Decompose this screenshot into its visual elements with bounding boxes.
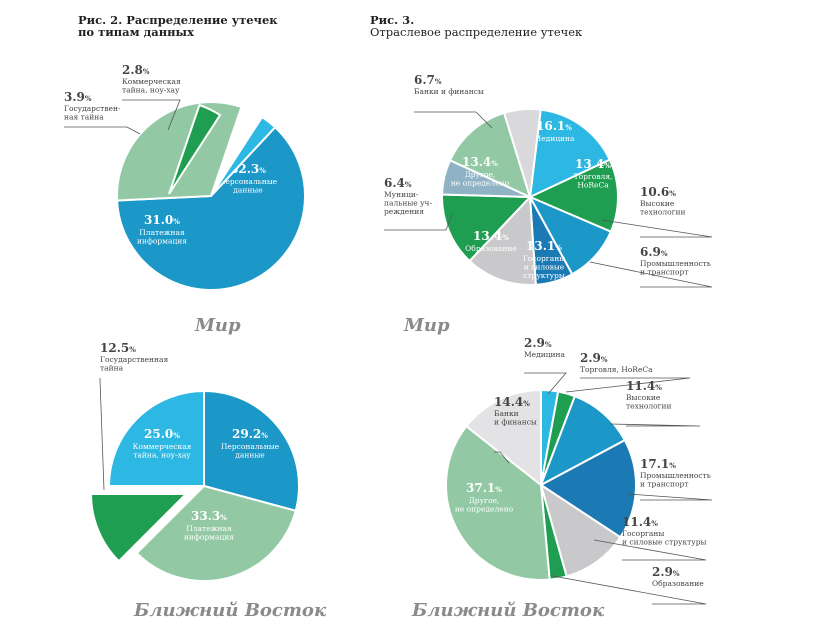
fig2_me-label-коммерческая-тайна-ноу-хау: Коммерческая тайна, ноу-хау	[133, 442, 192, 460]
fig3_me-slice-промышленность-и-транспорт	[539, 438, 638, 539]
fig3_world-slice-госорганы-и-силовые-структуры	[468, 194, 537, 286]
fig3_me-pct-госорганы-и-силовые-структуры: 11.4%	[622, 515, 658, 529]
fig3_me-pct-медицина: 2.9%	[524, 336, 552, 350]
fig2_world-slice-персональные-данные	[116, 125, 306, 291]
fig3_world-leader-промышленность-и-транспорт	[589, 261, 713, 288]
fig3_me-pct-высокие-технологии: 11.4%	[626, 379, 662, 393]
fig3_me-label-высокие-технологии: Высокие технологии	[626, 393, 672, 411]
fig2_me-slice-персональные-данные	[203, 389, 300, 513]
fig3_me-pct-банки-и-финансы: 14.4%	[494, 395, 530, 409]
fig3_me-slice-высокие-технологии	[539, 394, 627, 488]
fig2-title-line2: по типам данных	[78, 25, 194, 39]
fig2_me-label-государственная-тайна: Государственная тайна	[100, 355, 168, 373]
fig3_me-chart: 2.9%Медицина 2.9%Торговля, HoReCa11.4%Выс…	[445, 336, 713, 605]
fig3_me-label-госорганы-и-силовые-структуры: Госорганы и силовые структуры	[622, 529, 706, 547]
region-label-world-left: Мир	[195, 315, 241, 336]
fig2_world-label-платежная-информация: Платежная информация	[137, 228, 187, 246]
fig3_me-slice-банки-и-финансы	[464, 388, 542, 488]
fig2_world-pct-платежная-информация: 31.0%	[144, 213, 180, 227]
fig2_world-label-персональные-данные: Персональные данные	[219, 177, 278, 195]
fig3_world-leader-муниципальные-учреждения	[384, 213, 453, 231]
fig3_me-slice-другое-не-определено	[445, 424, 551, 581]
fig2_world-pct-государственная-тайна: 3.9%	[64, 90, 92, 104]
fig2_world-leader-государственная-тайна	[64, 126, 141, 135]
fig2_me-chart: 29.2%Персональные данные 33.3%Платежная инф…	[89, 341, 300, 582]
fig2-title: Рис. 2. Распределение утечек по типам да…	[78, 14, 278, 38]
fig3_world-pct-банки-и-финансы: 6.7%	[414, 73, 442, 87]
fig2_world-label-коммерческая-тайна-ноу-хау: Коммерческая тайна, ноу-хау	[122, 77, 181, 95]
fig2_me-slice-коммерческая-тайна-ноу-хау	[107, 389, 205, 487]
fig3_world-label-госорганы-и-силовые-структуры: Госорганы и силовые структуры	[523, 254, 565, 280]
fig3_me-leader-торговля-horeca	[565, 377, 691, 393]
fig3_world-slice-образование	[441, 193, 533, 263]
fig3_world-slice-банки-и-финансы	[502, 108, 542, 198]
fig2-title-line1: Рис. 2. Распределение утечек	[78, 13, 278, 27]
fig3_me-label-промышленность-и-транспорт: Промышленность и транспорт	[640, 471, 711, 489]
fig2_world-label-государственная-тайна: Государствен-ная тайна	[64, 104, 121, 122]
fig3_me-leader-промышленность-и-транспорт	[627, 493, 713, 501]
fig3_me-pct-образование: 2.9%	[652, 565, 680, 579]
fig3_world-label-торговля-horeca: Торговля, HoReCa	[574, 172, 613, 190]
fig3_me-label-медицина: Медицина	[524, 350, 566, 359]
fig3_me-label-образование: Образование	[652, 579, 704, 588]
fig3-title-line2: Отраслевое распределение утечек	[370, 25, 583, 39]
fig3_world-pct-медицина: 16.1%	[536, 119, 572, 133]
fig3_world-label-банки-и-финансы: Банки и финансы	[414, 87, 484, 96]
fig3_world-label-промышленность-и-транспорт: Промышленность и транспорт	[640, 259, 711, 277]
fig3_world-label-медицина: Медицина	[533, 134, 575, 143]
fig3_world-label-образование: Образование	[465, 244, 517, 253]
fig3_me-leader-банки-и-финансы	[494, 451, 510, 464]
fig3_me-label-торговля-horeca: Торговля, HoReCa	[580, 365, 653, 374]
fig3_world-pct-высокие-технологии: 10.6%	[640, 185, 676, 199]
fig3-title: Рис. 3. Отраслевое распределение утечек	[370, 14, 582, 38]
fig2_me-slice-платежная-информация	[135, 484, 297, 582]
fig2_me-pct-персональные-данные: 29.2%	[232, 427, 268, 441]
fig3_world-pct-образование: 13.4%	[473, 229, 509, 243]
fig2_me-pct-платежная-информация: 33.3%	[191, 509, 227, 523]
fig3_me-pct-другое-не-определено: 37.1%	[466, 481, 502, 495]
fig3_world-leader-банки-и-финансы	[414, 111, 493, 129]
fig2_me-leader-государственная-тайна	[99, 378, 105, 491]
fig3_me-leader-медицина	[524, 372, 567, 395]
fig2_world-slice-коммерческая-тайна-ноу-хау	[210, 115, 277, 197]
fig2_me-slice-государственная-тайна	[89, 493, 189, 563]
region-label-me-left: Ближний Восток	[134, 600, 327, 621]
fig3_me-leader-образование	[541, 573, 707, 605]
fig3_me-pct-промышленность-и-транспорт: 17.1%	[640, 457, 676, 471]
fig3_me-leader-высокие-технологии	[609, 423, 701, 427]
fig2_world-leader-коммерческая-тайна-ноу-хау	[122, 99, 181, 131]
fig3_world-leader-высокие-технологии	[601, 219, 713, 238]
region-label-world-right: Мир	[404, 315, 450, 336]
fig3_me-label-банки-и-финансы: Банки и финансы	[494, 409, 537, 427]
fig3_world-pct-госорганы-и-силовые-структуры: 13.1%	[526, 239, 562, 253]
fig3-title-line1: Рис. 3.	[370, 13, 415, 27]
fig3_me-label-другое-не-определено: Другое, не определено	[455, 496, 514, 514]
fig3_world-label-другое-не-определено: Другое, не определено	[451, 170, 510, 188]
fig3_world-label-высокие-технологии: Высокие технологии	[640, 199, 686, 217]
fig3_me-pct-торговля-horeca: 2.9%	[580, 351, 608, 365]
fig3_world-pct-другое-не-определено: 13.4%	[462, 155, 498, 169]
fig3_world-slice-медицина	[528, 108, 612, 199]
fig3_world-slice-торговля-horeca	[527, 158, 619, 233]
fig2_me-label-платежная-информация: Платежная информация	[184, 524, 234, 542]
region-label-me-right: Ближний Восток	[412, 600, 605, 621]
fig2_world-pct-коммерческая-тайна-ноу-хау: 2.8%	[122, 63, 150, 77]
fig3_world-label-муниципальные-учреждения: Муници-пальные уч-реждения	[384, 190, 432, 216]
fig2_world-slice-государственная-тайна	[168, 103, 222, 195]
fig2_me-pct-коммерческая-тайна-ноу-хау: 25.0%	[144, 427, 180, 441]
fig3_world-pct-муниципальные-учреждения: 6.4%	[384, 176, 412, 190]
fig3_me-leader-госорганы-и-силовые-структуры	[593, 539, 707, 561]
fig2_me-pct-государственная-тайна: 12.5%	[100, 341, 136, 355]
fig3_world-pct-торговля-horeca: 13.4%	[575, 157, 611, 171]
fig3_world-pct-промышленность-и-транспорт: 6.9%	[640, 245, 668, 259]
fig2_me-label-персональные-данные: Персональные данные	[221, 442, 280, 460]
